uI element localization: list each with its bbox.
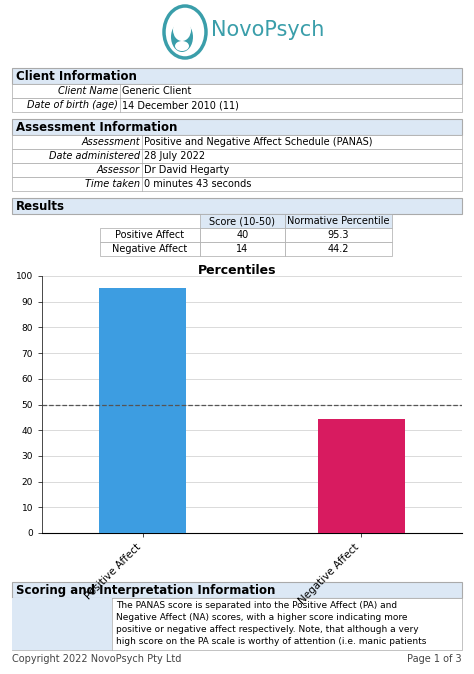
Text: 14: 14 (237, 244, 249, 254)
Bar (200, 242, 285, 256)
Text: 44.2: 44.2 (328, 244, 349, 254)
Bar (12, 135, 462, 149)
Text: Percentiles: Percentiles (198, 264, 276, 277)
Text: The PANAS score is separated into the Positive Affect (PA) and: The PANAS score is separated into the Po… (116, 601, 397, 610)
Bar (200, 214, 285, 228)
Text: Normative Percentile: Normative Percentile (287, 216, 390, 226)
Bar (12, 598, 462, 650)
Text: 95.3: 95.3 (328, 230, 349, 240)
Text: 14 December 2010 (11): 14 December 2010 (11) (122, 100, 239, 110)
Text: Negative Affect: Negative Affect (112, 244, 188, 254)
Text: Positive Affect: Positive Affect (116, 230, 184, 240)
Bar (285, 242, 392, 256)
Text: 0 minutes 43 seconds: 0 minutes 43 seconds (144, 179, 251, 189)
Text: Assessment: Assessment (82, 137, 140, 147)
Bar (318, 419, 405, 533)
Text: Generic Client: Generic Client (122, 86, 191, 96)
Text: Client Name: Client Name (58, 86, 118, 96)
Text: positive or negative affect respectively. Note, that although a very: positive or negative affect respectively… (116, 625, 419, 634)
Bar (12, 84, 462, 98)
Ellipse shape (171, 22, 193, 52)
Text: high score on the PA scale is worthy of attention (i.e. manic patients: high score on the PA scale is worthy of … (116, 637, 427, 646)
Ellipse shape (175, 41, 189, 51)
Text: Dr David Hegarty: Dr David Hegarty (144, 165, 229, 175)
Bar (285, 228, 392, 242)
Text: Client Information: Client Information (16, 70, 137, 83)
Text: 28 July 2022: 28 July 2022 (144, 151, 205, 161)
Text: Page 1 of 3: Page 1 of 3 (407, 654, 462, 664)
Bar (12, 177, 462, 191)
Text: Date of birth (age): Date of birth (age) (27, 100, 118, 110)
Bar (99, 288, 186, 533)
Bar (200, 228, 285, 242)
Bar (12, 582, 462, 598)
Bar (285, 214, 392, 228)
Text: Assessor: Assessor (97, 165, 140, 175)
Text: NovoPsych: NovoPsych (211, 20, 324, 40)
Text: Date administered: Date administered (49, 151, 140, 161)
Bar (12, 119, 462, 135)
Text: Positive and Negative Affect Schedule (PANAS): Positive and Negative Affect Schedule (P… (144, 137, 373, 147)
Text: Results: Results (16, 200, 65, 213)
Bar (100, 228, 200, 242)
Bar (100, 242, 200, 256)
Text: Scoring and Interpretation Information: Scoring and Interpretation Information (16, 584, 275, 597)
Text: Time taken: Time taken (85, 179, 140, 189)
Text: Copyright 2022 NovoPsych Pty Ltd: Copyright 2022 NovoPsych Pty Ltd (12, 654, 182, 664)
Bar (12, 98, 462, 112)
Ellipse shape (173, 19, 191, 41)
Bar (12, 163, 462, 177)
Text: 40: 40 (237, 230, 249, 240)
Text: Assessment Information: Assessment Information (16, 121, 177, 134)
Text: Score (10-50): Score (10-50) (210, 216, 275, 226)
Bar (12, 149, 462, 163)
Text: Negative Affect (NA) scores, with a higher score indicating more: Negative Affect (NA) scores, with a high… (116, 613, 408, 622)
Bar (12, 68, 462, 84)
Bar (12, 598, 112, 650)
Bar (12, 198, 462, 214)
